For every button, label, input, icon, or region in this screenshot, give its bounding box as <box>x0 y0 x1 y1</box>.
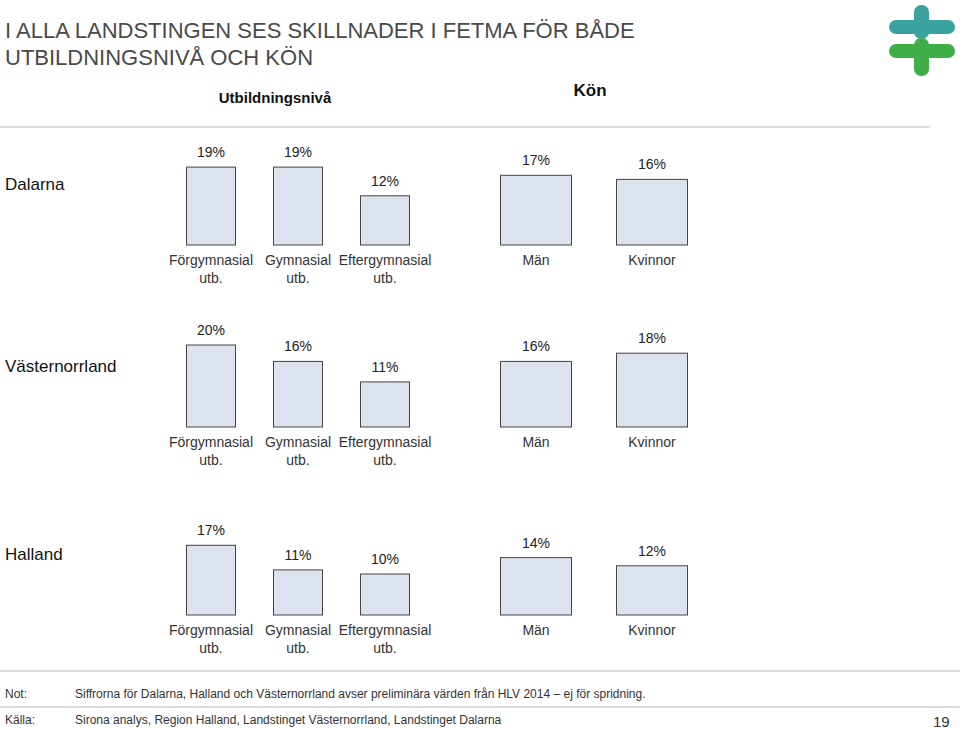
tick-label: Män <box>522 622 549 638</box>
title: I ALLA LANDSTINGEN SES SKILLNADER I FETM… <box>5 18 635 43</box>
tick-label: Gymnasialutb. <box>265 252 331 286</box>
bar <box>187 545 236 615</box>
data-label: 18% <box>638 330 666 346</box>
tick-label: Kvinnor <box>628 252 676 268</box>
tick-label: Kvinnor <box>628 434 676 450</box>
page-number: 19 <box>933 713 950 729</box>
note-label: Not: <box>5 687 27 701</box>
data-label: 12% <box>371 173 399 189</box>
bar <box>361 382 410 427</box>
bar <box>501 558 572 615</box>
bar <box>274 167 323 245</box>
bar <box>617 179 688 245</box>
bars <box>187 167 688 245</box>
data-label: 17% <box>197 522 225 538</box>
data-label: 12% <box>638 543 666 559</box>
bar <box>501 175 572 245</box>
region-title: Västernorrland <box>5 357 117 376</box>
data-label: 19% <box>197 144 225 160</box>
data-label: 16% <box>638 156 666 172</box>
region-chart: Halland 17% 11% 10% 14% 12% Förgymnasialutb. Gy… <box>5 522 688 656</box>
page: I ALLA LANDSTINGEN SES SKILLNADER I FETM… <box>0 0 960 729</box>
tick-label: Kvinnor <box>628 622 676 638</box>
data-label: 16% <box>522 338 550 354</box>
title: UTBILDNINGSNIVÅ OCH KÖN <box>5 45 313 70</box>
tick-label: Män <box>522 252 549 268</box>
bars <box>187 345 688 427</box>
data-label: 16% <box>284 338 312 354</box>
bar <box>361 574 410 615</box>
note: Siffrorna för Dalarna, Halland och Väste… <box>75 687 646 701</box>
group-header: Kön <box>573 81 606 100</box>
bar <box>617 353 688 427</box>
data-label: 17% <box>522 152 550 168</box>
group-header: Utbildningsnivå <box>219 89 332 106</box>
source: Sirona analys, Region Halland, Landsting… <box>75 713 502 727</box>
data-label: 11% <box>372 359 399 375</box>
data-label: 20% <box>197 322 225 338</box>
bar <box>361 196 410 245</box>
tick-label: Gymnasialutb. <box>265 434 331 468</box>
bar <box>617 566 688 615</box>
bar <box>187 345 236 427</box>
bar <box>501 361 572 427</box>
region-title: Halland <box>5 545 63 564</box>
data-label: 10% <box>371 551 399 567</box>
bar <box>187 167 236 245</box>
source-label: Källa: <box>5 713 35 727</box>
tick-label: Förgymnasialutb. <box>169 434 253 468</box>
separator <box>0 127 930 128</box>
region-chart: Västernorrland 20% 16% 11% 16% 18% Förgymnasia… <box>5 322 688 468</box>
separator <box>0 707 960 708</box>
separator <box>0 671 960 672</box>
tick-label: Eftergymnasialutb. <box>339 622 432 656</box>
data-label: 19% <box>284 144 312 160</box>
tick-label: Eftergymnasialutb. <box>339 252 432 286</box>
bar <box>274 570 323 615</box>
tick-label: Förgymnasialutb. <box>169 622 253 656</box>
tick-label: Män <box>522 434 549 450</box>
bar <box>274 361 323 427</box>
tick-label: Eftergymnasialutb. <box>339 434 432 468</box>
data-label: 14% <box>522 535 550 551</box>
bars <box>187 545 688 615</box>
logo <box>889 5 955 76</box>
region-title: Dalarna <box>5 175 65 194</box>
data-label: 11% <box>285 547 312 563</box>
tick-label: Förgymnasialutb. <box>169 252 253 286</box>
tick-label: Gymnasialutb. <box>265 622 331 656</box>
region-chart: Dalarna 19% 19% 12% 17% 16% Förgymnasialutb. Gy… <box>5 144 688 286</box>
